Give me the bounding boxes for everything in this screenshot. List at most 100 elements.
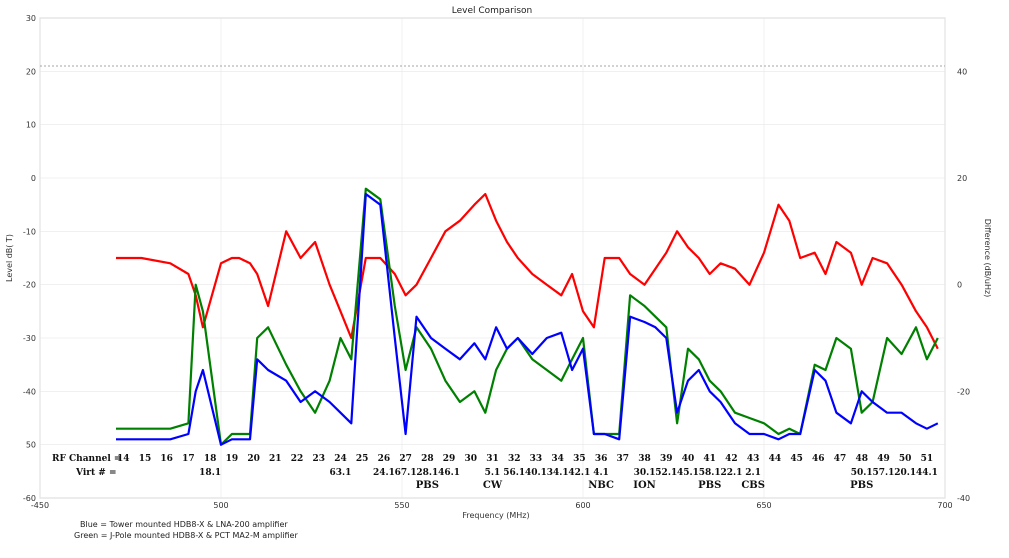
- virt-channel-label: 42.1: [568, 468, 590, 478]
- virt-channel-label: 40.1: [525, 468, 547, 478]
- channel-row-label: RF Channel =: [52, 454, 121, 464]
- virt-channel-label: 67.1: [395, 468, 417, 478]
- rf-channel-label: 51: [921, 454, 934, 464]
- rf-channel-label: 25: [356, 454, 369, 464]
- y-tick-label: -10: [23, 227, 36, 236]
- chart-title: Level Comparison: [452, 6, 533, 16]
- legend-blue: Blue = Tower mounted HDB8-X & LNA-200 am…: [80, 520, 288, 529]
- rf-channel-label: 39: [660, 454, 673, 464]
- rf-channel-label: 29: [443, 454, 456, 464]
- network-label: NBC: [588, 480, 614, 491]
- rf-channel-label: 34: [551, 454, 564, 464]
- rf-channel-label: 15: [139, 454, 152, 464]
- y-tick-label: 20: [26, 67, 36, 76]
- network-label: CBS: [741, 480, 765, 491]
- rf-channel-label: 47: [834, 454, 847, 464]
- rf-channel-label: 23: [312, 454, 325, 464]
- x-tick-label: -450: [31, 501, 49, 510]
- x-axis-ticks: -450 500 550 600 650 700: [31, 501, 953, 510]
- virt-channel-label: 57.1: [872, 468, 894, 478]
- virt-channel-label: 18.1: [199, 468, 221, 478]
- y-tick-label: 50: [26, 441, 36, 450]
- network-label: PBS: [698, 480, 721, 491]
- rf-channel-row: 14 15 16 17 18 19 20 21 22 23 24 25 26 27 28 29 30 31 32 33…: [117, 454, 933, 464]
- rf-channel-label: 37: [617, 454, 630, 464]
- y2-tick-label: -20: [957, 387, 970, 396]
- rf-channel-label: 43: [747, 454, 760, 464]
- virt-channel-label: 56.1: [503, 468, 525, 478]
- y2-tick-label: 40: [957, 67, 967, 76]
- x-tick-label: 600: [575, 501, 590, 510]
- network-label: PBS: [416, 480, 439, 491]
- y-axis-ticks: -60 50 -40 -30 -20 -10 0 10 20 30: [23, 14, 36, 503]
- virt-channel-label: 58.1: [699, 468, 721, 478]
- rf-channel-label: 36: [595, 454, 608, 464]
- rf-channel-label: 27: [399, 454, 412, 464]
- virt-channel-label: 44.1: [916, 468, 938, 478]
- virt-channel-label: 5.1: [485, 468, 501, 478]
- network-label: PBS: [850, 480, 873, 491]
- virt-channel-label: 52.1: [655, 468, 677, 478]
- virt-channel-label: 34.1: [547, 468, 569, 478]
- virt-channel-label: 22.1: [720, 468, 742, 478]
- y2-tick-label: 0: [957, 281, 962, 290]
- y-tick-label: -60: [23, 494, 36, 503]
- rf-channel-label: 21: [269, 454, 282, 464]
- rf-channel-label: 44: [769, 454, 782, 464]
- rf-channel-label: 46: [812, 454, 825, 464]
- x-tick-label: 700: [937, 501, 952, 510]
- y-tick-label: 30: [26, 14, 36, 23]
- y-tick-label: 10: [26, 121, 36, 130]
- legend-green: Green = J-Pole mounted HDB8-X & PCT MA2-…: [74, 531, 298, 540]
- virt-channel-label: 24.1: [373, 468, 395, 478]
- virt-channel-label: 30.1: [634, 468, 656, 478]
- y-tick-label: 0: [31, 174, 36, 183]
- rf-channel-label: 49: [877, 454, 890, 464]
- y2-axis-ticks: -40 -20 0 20 40: [957, 67, 970, 503]
- rf-channel-label: 35: [573, 454, 586, 464]
- virt-channel-label: 28.1: [416, 468, 438, 478]
- y2-axis-label: Difference (dB/uHz): [983, 219, 992, 298]
- virt-channel-row: 18.1 63.1 24.1 67.1 28.1 46.1 5.1 56.1 40.1 34.1 4…: [199, 468, 938, 478]
- virt-channel-label: 46.1: [438, 468, 460, 478]
- rf-channel-label: 41: [703, 454, 716, 464]
- rf-channel-label: 18: [204, 454, 217, 464]
- rf-channel-label: 16: [160, 454, 173, 464]
- x-tick-label: 650: [756, 501, 771, 510]
- rf-channel-label: 26: [378, 454, 391, 464]
- rf-channel-label: 38: [638, 454, 651, 464]
- virt-channel-label: 63.1: [329, 468, 351, 478]
- x-axis-label: Frequency (MHz): [462, 511, 529, 520]
- y2-tick-label: -40: [957, 494, 970, 503]
- network-labels: PBS CW NBC ION PBS CBS PBS: [416, 480, 874, 491]
- virt-channel-label: 50.1: [851, 468, 873, 478]
- rf-channel-label: 31: [486, 454, 499, 464]
- rf-channel-label: 24: [334, 454, 347, 464]
- y-axis-label: Level dB( T): [5, 234, 14, 282]
- series-blue-line: [116, 192, 939, 446]
- virt-channel-label: 45.1: [677, 468, 699, 478]
- virt-channel-label: 20.1: [894, 468, 916, 478]
- series-layer: [116, 187, 939, 446]
- rf-channel-label: 14: [117, 454, 130, 464]
- rf-channel-label: 20: [247, 454, 260, 464]
- rf-channel-label: 32: [508, 454, 521, 464]
- rf-channel-label: 28: [421, 454, 434, 464]
- network-label: ION: [633, 480, 656, 491]
- series-red-line: [116, 192, 939, 350]
- rf-channel-label: 50: [899, 454, 912, 464]
- y-tick-label: -20: [23, 281, 36, 290]
- virt-channel-label: 2.1: [745, 468, 761, 478]
- rf-channel-label: 42: [725, 454, 738, 464]
- rf-channel-label: 40: [682, 454, 695, 464]
- rf-channel-label: 30: [465, 454, 478, 464]
- virt-channel-label: 4.1: [593, 468, 609, 478]
- rf-channel-label: 17: [182, 454, 195, 464]
- y-tick-label: -40: [23, 387, 36, 396]
- x-tick-label: 550: [394, 501, 409, 510]
- network-label: CW: [483, 480, 503, 491]
- rf-channel-label: 45: [790, 454, 803, 464]
- x-tick-label: 500: [213, 501, 228, 510]
- rf-channel-label: 19: [226, 454, 239, 464]
